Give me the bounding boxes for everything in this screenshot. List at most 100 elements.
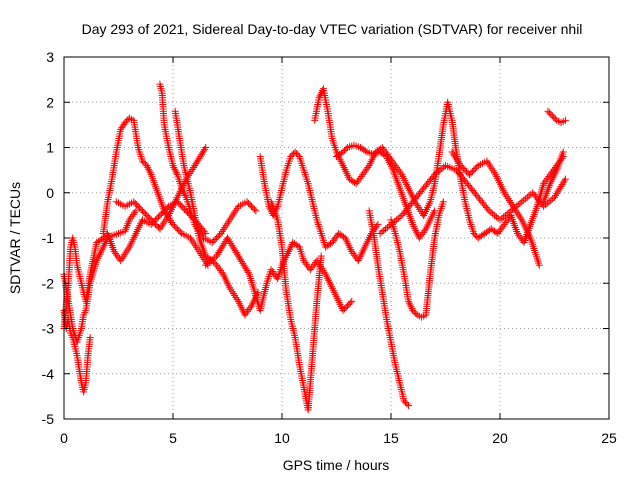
- data-point: [521, 195, 529, 203]
- data-point: [556, 184, 564, 192]
- data-point: [543, 199, 551, 207]
- data-point: [559, 179, 567, 187]
- data-point: [400, 397, 408, 405]
- data-point: [153, 214, 161, 222]
- data-point: [176, 228, 184, 236]
- data-point: [544, 107, 552, 115]
- data-point: [391, 217, 399, 225]
- data-point: [149, 217, 157, 225]
- data-point: [181, 205, 189, 213]
- data-point: [541, 201, 549, 209]
- data-point: [130, 198, 138, 206]
- data-point: [467, 169, 475, 177]
- data-point: [219, 241, 227, 249]
- data-point: [169, 162, 177, 170]
- tick-layer: 0 5 10 15 20 25 -5 -4 -3 -2 -1 0 1 2 3: [42, 49, 617, 446]
- data-point: [209, 255, 217, 263]
- data-point: [241, 311, 249, 319]
- data-point: [176, 201, 184, 209]
- data-point: [198, 149, 206, 157]
- data-point: [215, 265, 223, 273]
- data-point: [419, 229, 427, 237]
- data-point: [361, 147, 369, 155]
- data-point: [110, 248, 118, 256]
- data-point: [332, 233, 340, 241]
- data-point: [387, 220, 395, 228]
- y-tick-label: -2: [42, 275, 55, 291]
- data-point: [128, 212, 136, 220]
- data-point: [216, 247, 224, 255]
- y-tick-label: -1: [42, 230, 55, 246]
- data-point: [525, 192, 533, 200]
- data-point: [550, 113, 558, 121]
- y-tick-label: 2: [46, 94, 54, 110]
- data-point: [211, 236, 219, 244]
- data-point: [150, 219, 158, 227]
- data-point: [502, 219, 510, 227]
- data-point: [407, 303, 415, 311]
- data-point: [353, 178, 361, 186]
- data-point: [193, 158, 201, 166]
- data-point: [535, 261, 543, 269]
- data-point: [113, 251, 121, 259]
- data-point: [122, 117, 130, 125]
- data-point: [329, 237, 337, 245]
- y-tick-label: 3: [46, 49, 54, 65]
- y-tick-label: 1: [46, 140, 54, 156]
- data-point: [215, 248, 223, 256]
- data-point: [234, 252, 242, 260]
- data-point: [551, 193, 558, 201]
- data-point: [111, 249, 119, 257]
- x-tick-label: 10: [274, 430, 290, 446]
- data-point: [202, 261, 210, 269]
- data-point: [403, 400, 411, 408]
- data-point: [175, 226, 183, 234]
- data-point: [245, 305, 253, 313]
- data-point: [378, 144, 386, 151]
- data-point: [132, 207, 140, 215]
- data-point: [415, 234, 423, 242]
- data-point: [250, 205, 258, 213]
- data-point: [208, 239, 216, 247]
- data-point: [291, 148, 299, 156]
- data-point: [552, 191, 560, 199]
- data-point: [496, 216, 504, 224]
- data-point: [555, 186, 563, 194]
- data-point: [129, 210, 137, 218]
- data-point: [172, 169, 180, 177]
- data-point: [489, 210, 497, 218]
- data-point: [239, 259, 247, 267]
- data-point: [163, 204, 171, 212]
- data-point: [131, 199, 139, 207]
- data-point: [315, 94, 323, 102]
- data-point: [499, 222, 507, 230]
- data-point: [178, 184, 186, 192]
- data-point: [395, 167, 403, 175]
- data-point: [317, 90, 325, 98]
- data-point: [244, 268, 252, 276]
- data-point: [127, 214, 135, 222]
- data-point: [225, 236, 233, 244]
- data-point: [348, 248, 356, 256]
- data-point: [327, 240, 335, 248]
- data-point: [439, 198, 447, 206]
- data-point: [100, 241, 108, 249]
- data-point: [231, 247, 239, 255]
- data-point: [409, 306, 417, 314]
- data-point: [389, 219, 397, 227]
- data-point: [404, 401, 412, 409]
- data-point: [229, 243, 237, 251]
- data-point: [397, 169, 405, 177]
- data-point: [394, 214, 402, 222]
- data-point: [179, 186, 187, 194]
- data-point: [457, 162, 465, 170]
- x-tick-label: 15: [383, 430, 399, 446]
- data-point: [364, 163, 372, 171]
- data-point: [147, 216, 155, 224]
- data-point: [211, 254, 219, 262]
- data-point: [205, 258, 213, 266]
- data-point: [213, 234, 221, 242]
- data-point: [547, 196, 555, 204]
- data-point: [196, 153, 204, 161]
